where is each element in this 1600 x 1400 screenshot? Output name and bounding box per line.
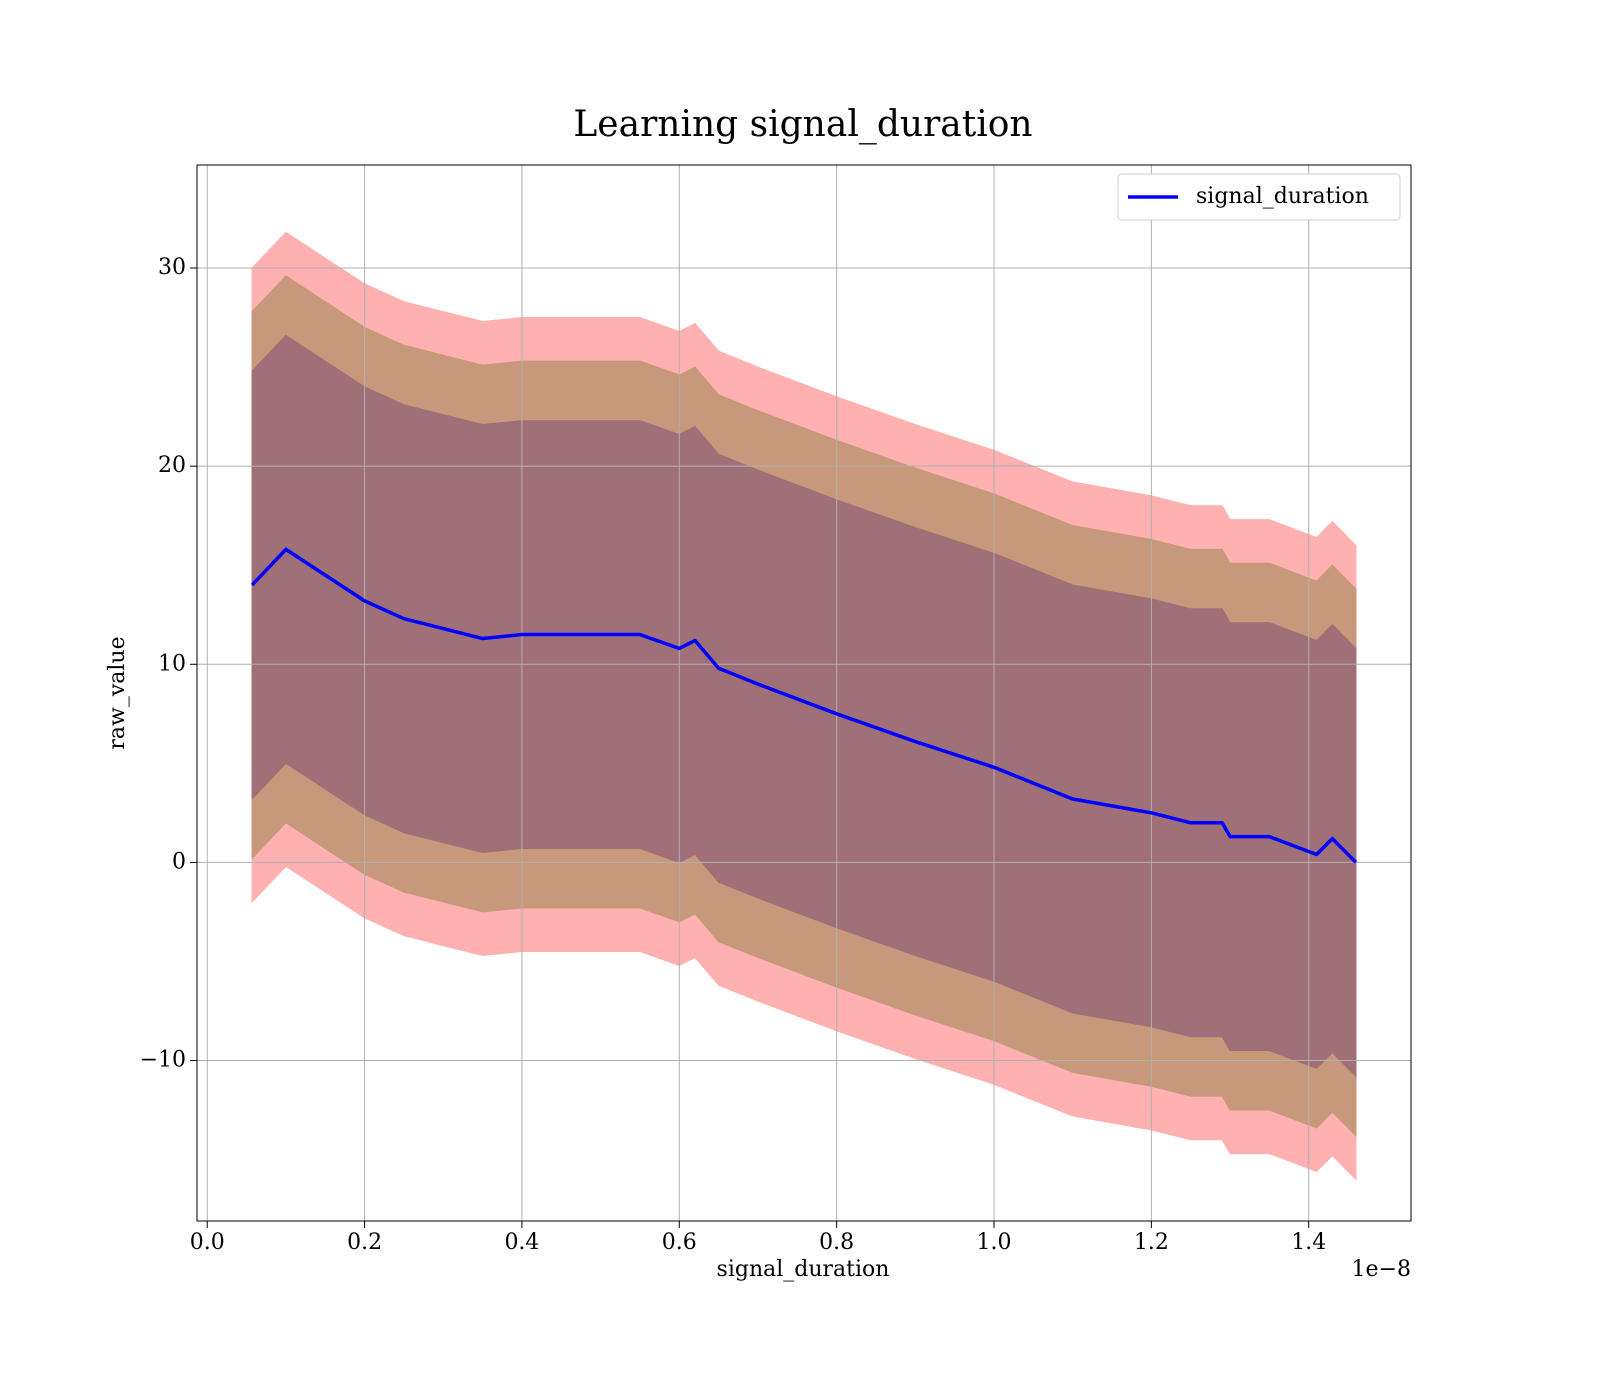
- legend-label: signal_duration: [1196, 184, 1369, 209]
- y-tick-label: 0: [172, 849, 186, 874]
- x-tick-label: 0.6: [662, 1230, 697, 1255]
- x-tick-label: 0.2: [347, 1230, 382, 1255]
- band: [251, 334, 1357, 1078]
- x-tick-label: 1.0: [977, 1230, 1012, 1255]
- y-tick-label: 20: [158, 453, 186, 478]
- x-tick-label: 1.4: [1291, 1230, 1326, 1255]
- x-tick-label: 1.2: [1134, 1230, 1169, 1255]
- y-axis-label: raw_value: [105, 636, 130, 749]
- x-offset-label: 1e−8: [1352, 1257, 1411, 1282]
- x-tick-label: 0.0: [190, 1230, 225, 1255]
- legend-box: [1117, 173, 1401, 221]
- x-tick-label: 0.4: [504, 1230, 539, 1255]
- x-tick-label: 0.8: [819, 1230, 854, 1255]
- plot-frame: [196, 164, 1412, 1222]
- y-tick-label: 30: [158, 255, 186, 280]
- y-tick-label: −10: [140, 1048, 186, 1073]
- line: [250, 547, 1358, 864]
- y-tick-label: 10: [158, 651, 186, 676]
- x-axis-label: signal_duration: [717, 1257, 890, 1282]
- chart-title: Learning signal_duration: [573, 104, 1032, 145]
